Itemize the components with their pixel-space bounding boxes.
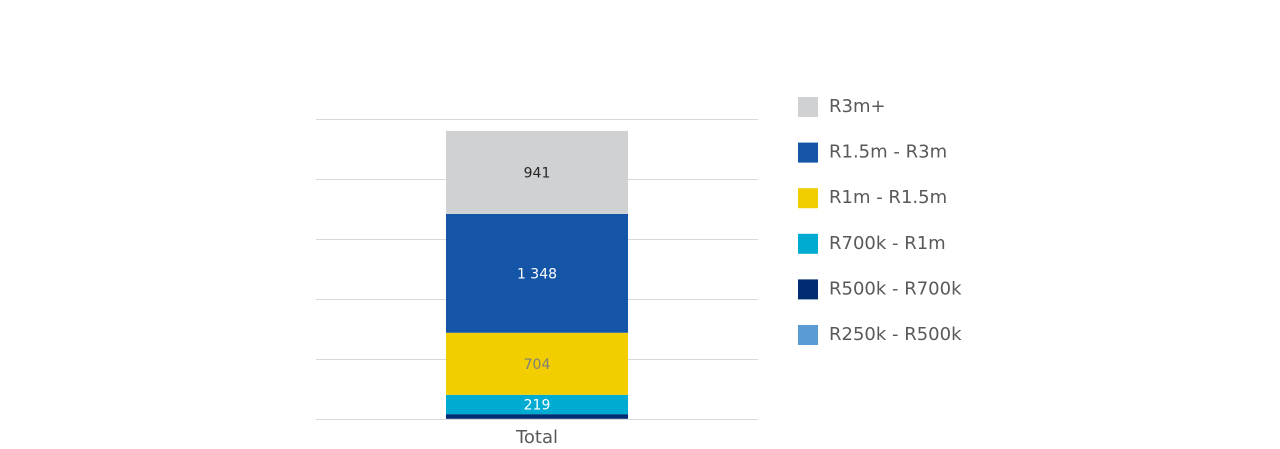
legend-label-r1m-r1-5m: R1m - R1.5m <box>829 187 947 208</box>
bar-segment-r1-5m-r3m <box>446 213 628 333</box>
legend-label-r700k-r1m: R700k - R1m <box>829 233 946 254</box>
bar-segment-r3m <box>446 130 628 214</box>
legend-label-r250k-r500k: R250k - R500k <box>829 324 962 345</box>
bar-segment-r1m-r1-5m <box>446 332 628 395</box>
legend-swatch-r1-5m-r3m <box>798 142 818 163</box>
category-axis: Total <box>515 427 558 448</box>
category-label: Total <box>515 427 558 448</box>
bar-segment-r700k-r1m <box>446 394 628 415</box>
legend-label-r1-5m-r3m: R1.5m - R3m <box>829 142 947 163</box>
legend-label-r500k-r700k: R500k - R700k <box>829 278 962 299</box>
legend: R3m+ R1.5m - R3m R1m - R1.5m R700k - R1m R50… <box>798 96 962 345</box>
legend-swatch-r250k-r500k <box>798 325 818 345</box>
data-label-r1-5m-r3m: 1 348 <box>517 266 557 282</box>
data-label-r1m-r1-5m: 704 <box>524 357 551 373</box>
data-label-r700k-r1m: 219 <box>524 397 551 413</box>
legend-label-r3m: R3m+ <box>829 96 886 117</box>
legend-swatch-r500k-r700k <box>798 279 818 300</box>
legend-swatch-r1m-r1-5m <box>798 188 818 209</box>
data-label-r3m: 941 <box>524 165 551 181</box>
legend-swatch-r700k-r1m <box>798 233 818 254</box>
bar-segment-r500k-r700k <box>446 414 628 419</box>
bar-stack: 219 704 1 348 941 <box>446 130 628 419</box>
legend-swatch-r3m <box>798 97 818 117</box>
